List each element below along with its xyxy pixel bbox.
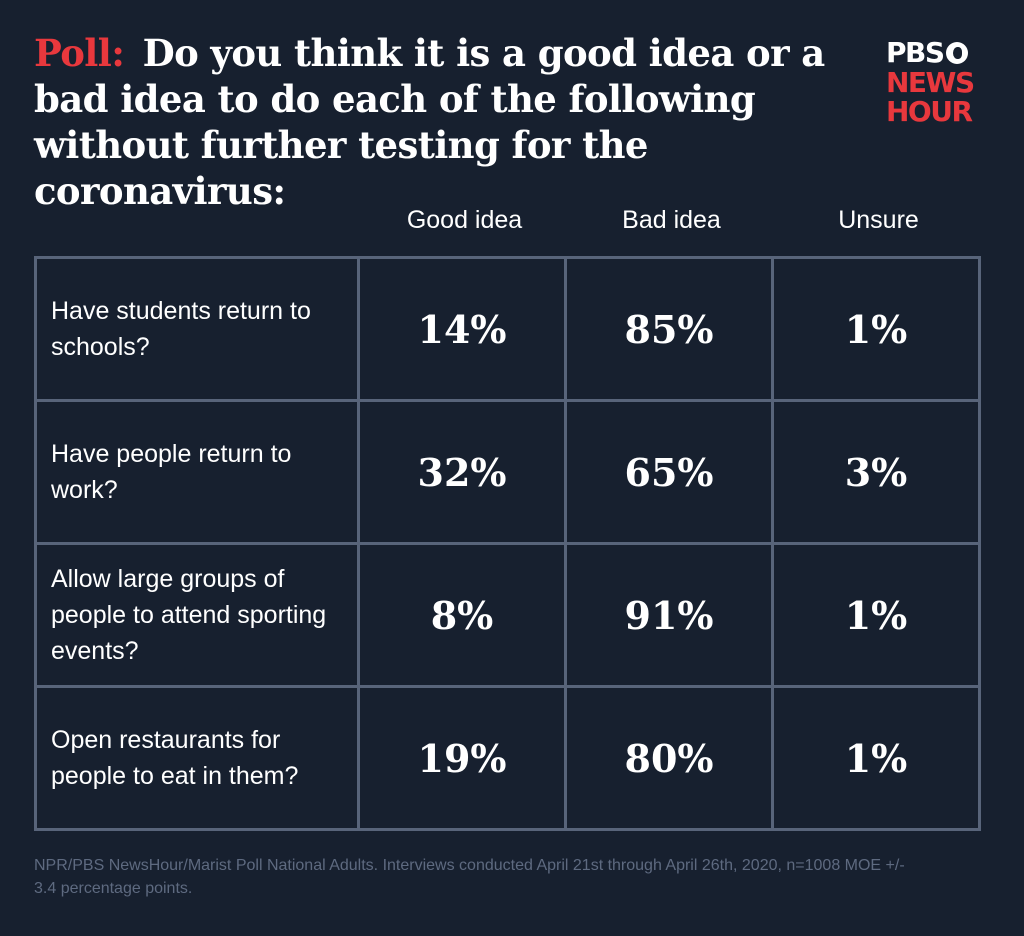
cell-good-idea: 32% xyxy=(357,399,567,545)
poll-question: Do you think it is a good idea or a bad … xyxy=(34,31,825,213)
logo-pbs: PBS xyxy=(886,38,996,68)
pbs-newshour-logo: PBS NEWS HOUR xyxy=(886,38,996,128)
cell-bad-idea: 91% xyxy=(564,542,774,688)
table-row: Have people return to work? 32% 65% 3% xyxy=(34,399,981,545)
cell-bad-idea: 80% xyxy=(564,685,774,831)
row-question: Allow large groups of people to attend s… xyxy=(34,542,360,688)
table-row: Allow large groups of people to attend s… xyxy=(34,542,981,688)
table-row: Have students return to schools? 14% 85%… xyxy=(34,256,981,402)
cell-bad-idea: 85% xyxy=(564,256,774,402)
chart-title: Poll: Do you think it is a good idea or … xyxy=(34,30,864,214)
column-header-unsure: Unsure xyxy=(838,206,919,234)
cell-unsure: 1% xyxy=(771,685,981,831)
row-question: Open restaurants for people to eat in th… xyxy=(34,685,360,831)
cell-unsure: 3% xyxy=(771,399,981,545)
cell-unsure: 1% xyxy=(771,256,981,402)
source-footnote: NPR/PBS NewsHour/Marist Poll National Ad… xyxy=(34,857,905,897)
pbs-head-icon xyxy=(945,42,968,64)
cell-good-idea: 19% xyxy=(357,685,567,831)
logo-pbs-text: PBS xyxy=(886,36,945,69)
logo-news: NEWS xyxy=(886,66,975,99)
table-row: Open restaurants for people to eat in th… xyxy=(34,685,981,831)
column-header-good-idea: Good idea xyxy=(406,206,523,234)
cell-bad-idea: 65% xyxy=(564,399,774,545)
logo-hour: HOUR xyxy=(886,95,973,128)
cell-good-idea: 14% xyxy=(357,256,567,402)
poll-results-table: Have students return to schools? 14% 85%… xyxy=(34,256,981,831)
column-header-bad-idea: Bad idea xyxy=(622,206,721,234)
poll-label: Poll: xyxy=(34,31,125,75)
row-question: Have people return to work? xyxy=(34,399,360,545)
row-question: Have students return to schools? xyxy=(34,256,360,402)
cell-good-idea: 8% xyxy=(357,542,567,688)
cell-unsure: 1% xyxy=(771,542,981,688)
